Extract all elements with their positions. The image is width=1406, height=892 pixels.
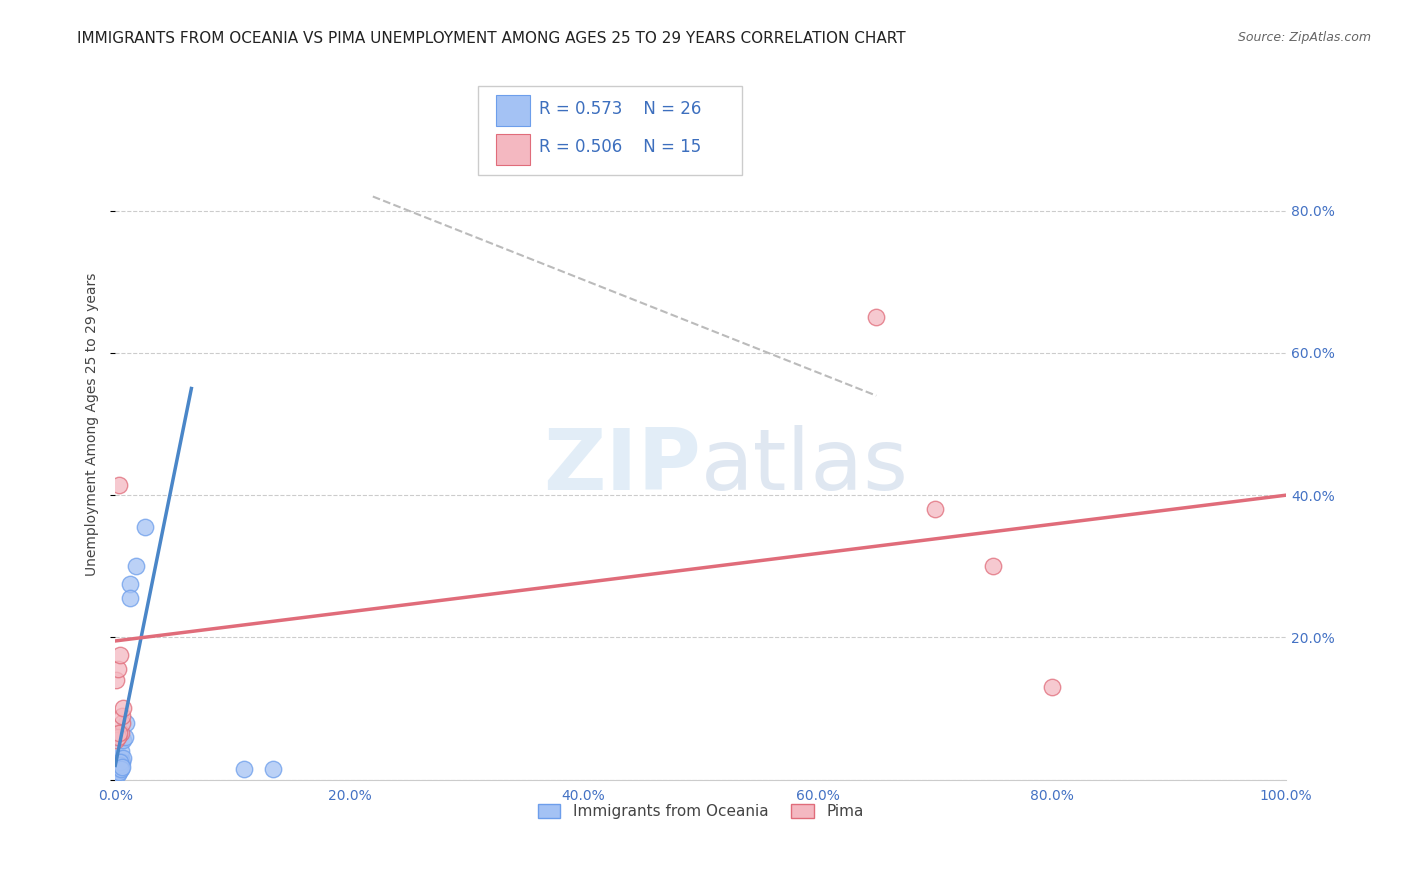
Point [105, 733, 128, 747]
Point [1040, 680, 1063, 694]
Point [924, 502, 946, 516]
Point [114, 715, 136, 730]
Point [865, 310, 887, 325]
Point [134, 520, 156, 534]
Point [107, 477, 129, 491]
Point [107, 764, 129, 778]
Point [233, 762, 256, 776]
Point [107, 751, 129, 765]
Point [111, 708, 134, 723]
Point [105, 673, 128, 687]
Text: Source: ZipAtlas.com: Source: ZipAtlas.com [1237, 31, 1371, 45]
Point [112, 751, 135, 765]
Text: atlas: atlas [700, 425, 908, 508]
Point [108, 755, 131, 769]
FancyBboxPatch shape [496, 95, 530, 127]
Point [120, 577, 142, 591]
Point [110, 744, 132, 758]
Point [110, 751, 132, 765]
Point [107, 758, 129, 772]
Point [107, 767, 129, 781]
Point [107, 662, 129, 676]
Point [112, 733, 135, 747]
Y-axis label: Unemployment Among Ages 25 to 29 years: Unemployment Among Ages 25 to 29 years [86, 272, 100, 575]
Legend: Immigrants from Oceania, Pima: Immigrants from Oceania, Pima [531, 798, 870, 825]
Point [111, 755, 134, 769]
FancyBboxPatch shape [478, 87, 741, 175]
Point [105, 755, 128, 769]
Point [110, 726, 132, 740]
Point [262, 762, 284, 776]
Point [108, 758, 131, 772]
Point [108, 648, 131, 662]
Point [107, 762, 129, 776]
Point [108, 762, 131, 776]
Point [112, 701, 135, 715]
Text: R = 0.506    N = 15: R = 0.506 N = 15 [538, 138, 702, 156]
Point [111, 760, 134, 774]
Point [105, 765, 128, 780]
Text: IMMIGRANTS FROM OCEANIA VS PIMA UNEMPLOYMENT AMONG AGES 25 TO 29 YEARS CORRELATI: IMMIGRANTS FROM OCEANIA VS PIMA UNEMPLOY… [77, 31, 905, 46]
Point [111, 715, 134, 730]
Point [114, 730, 136, 744]
Text: R = 0.573    N = 26: R = 0.573 N = 26 [538, 100, 702, 118]
FancyBboxPatch shape [496, 134, 530, 165]
Point [125, 559, 148, 574]
Point [981, 559, 1004, 574]
Point [107, 730, 129, 744]
Point [107, 726, 129, 740]
Point [107, 765, 129, 780]
Point [120, 591, 142, 606]
Text: ZIP: ZIP [543, 425, 700, 508]
Point [110, 762, 132, 776]
